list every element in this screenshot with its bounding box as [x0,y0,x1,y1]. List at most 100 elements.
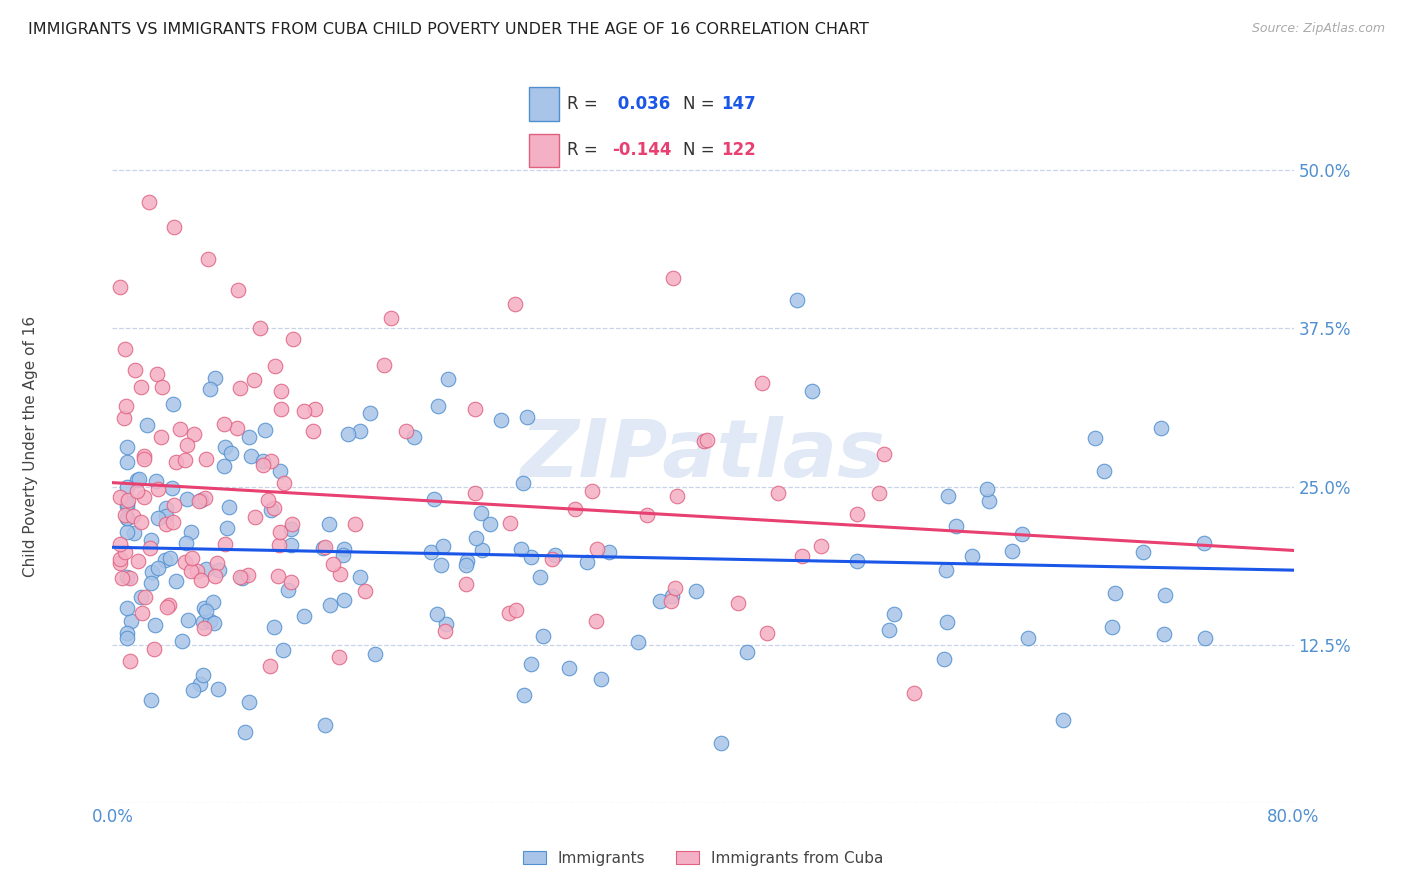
Point [665,489,688,503]
Point [191,615,214,629]
Point [810,539,832,553]
Point [115,400,138,414]
Text: R =: R = [568,95,598,113]
Point [433,624,456,639]
Point [1001,544,1024,558]
Point [456,554,478,568]
Point [1153,627,1175,641]
Point [661,589,683,603]
Point [756,626,779,640]
Point [162,397,184,411]
Point [934,562,956,576]
Point [1052,713,1074,727]
Point [267,538,290,552]
Point [181,683,204,698]
Point [318,517,340,532]
Point [117,625,138,640]
Point [337,426,360,441]
Point [751,376,773,390]
Point [134,591,156,605]
Point [252,458,274,473]
Point [214,537,236,551]
Point [120,571,142,585]
Point [402,430,425,444]
Point [198,615,221,629]
Point [598,544,620,558]
Point [159,550,181,565]
Point [215,521,238,535]
Point [269,464,291,478]
Point [233,725,256,739]
Point [935,615,957,629]
Point [260,503,283,517]
Point [190,492,212,507]
Point [117,480,138,494]
Point [585,614,607,628]
Point [117,510,138,524]
Point [200,382,222,396]
FancyBboxPatch shape [529,87,558,120]
Point [132,449,155,463]
Point [155,508,177,523]
Point [270,384,292,399]
Point [478,517,501,532]
Point [332,541,354,556]
Point [314,540,336,554]
Point [108,537,131,551]
Point [238,568,260,582]
Point [131,606,153,620]
Point [586,542,609,557]
Point [229,381,252,395]
Point [238,695,260,709]
Point [353,583,375,598]
Point [344,516,367,531]
Point [136,417,159,432]
Text: 122: 122 [721,141,756,159]
Point [936,489,959,503]
Point [117,632,138,646]
Point [117,524,138,539]
Point [129,515,152,529]
Point [150,380,173,394]
Point [693,434,716,449]
Point [281,332,304,346]
Point [183,427,205,442]
Point [139,533,162,548]
Point [134,451,156,466]
Point [231,571,253,585]
Point [685,583,707,598]
Point [737,645,759,659]
Point [165,574,187,589]
Text: 147: 147 [721,95,756,113]
Point [169,422,191,436]
Point [194,451,217,466]
Point [117,492,139,507]
Point [710,736,733,750]
Point [155,517,177,532]
Point [498,606,520,620]
Point [138,194,160,209]
Point [253,423,276,437]
FancyBboxPatch shape [529,134,558,167]
Text: 0.036: 0.036 [612,95,671,113]
Point [648,594,671,608]
Point [125,484,148,499]
Point [143,642,166,657]
Point [121,508,143,523]
Point [664,581,686,595]
Point [329,567,352,582]
Point [118,654,141,668]
Point [117,495,138,509]
Point [117,455,138,469]
Point [226,284,249,298]
Point [218,500,240,514]
Point [263,620,285,634]
Point [202,616,225,631]
Point [160,481,183,495]
Point [1154,588,1177,602]
Point [157,598,180,612]
Point [114,545,136,559]
Point [419,545,441,559]
Point [454,577,477,591]
Point [117,440,138,454]
